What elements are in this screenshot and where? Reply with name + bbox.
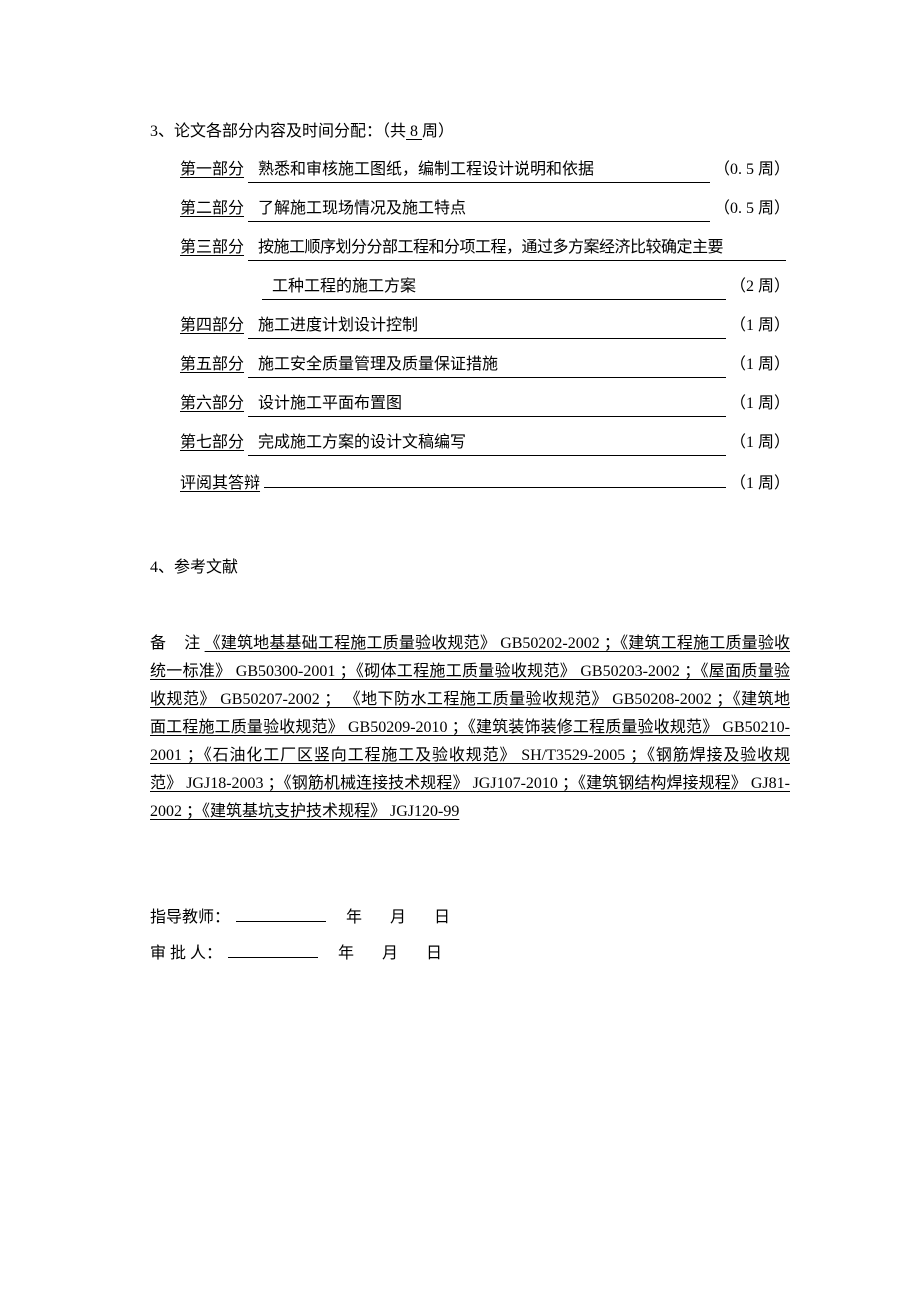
year-unit: 年 (346, 906, 362, 930)
part-content: 工种工程的施工方案 (262, 275, 726, 300)
review-label: 评阅其答辩 (180, 472, 260, 496)
sec3-prefix: 3、论文各部分内容及时间分配：（共 (150, 123, 406, 140)
review-blank (264, 470, 726, 488)
approver-label: 审 批 人： (150, 942, 222, 966)
signature-block: 指导教师： 年 月 日 审 批 人： 年 月 日 (150, 906, 790, 966)
day-unit: 日 (434, 906, 450, 930)
part-label: 第六部分 (180, 392, 244, 416)
part-row: 第三部分 按施工顺序划分分部工程和分项工程，通过多方案经济比较确定主要 (150, 236, 790, 261)
notes-text: 《建筑地基基础工程施工质量验收规范》 GB50202-2002 ；《建筑工程施工… (150, 635, 790, 820)
part-row: 第七部分 完成施工方案的设计文稿编写 （1 周） (150, 431, 790, 456)
part-duration: （0. 5 周） (714, 197, 790, 221)
notes-label: 备 (150, 635, 184, 652)
part-duration: （2 周） (730, 275, 790, 299)
part-label: 第七部分 (180, 431, 244, 455)
part-content: 了解施工现场情况及施工特点 (248, 197, 710, 222)
part-label: 第三部分 (180, 236, 244, 260)
part-row-continuation: 工种工程的施工方案 （2 周） (150, 275, 790, 300)
part-row: 第四部分 施工进度计划设计控制 （1 周） (150, 314, 790, 339)
month-unit: 月 (382, 942, 398, 966)
part-label: 第四部分 (180, 314, 244, 338)
part-row: 第二部分 了解施工现场情况及施工特点 （0. 5 周） (150, 197, 790, 222)
advisor-label: 指导教师： (150, 906, 230, 930)
part-duration: （1 周） (730, 392, 790, 416)
section3-heading: 3、论文各部分内容及时间分配：（共 8 周） (150, 120, 790, 144)
part-row: 第六部分 设计施工平面布置图 （1 周） (150, 392, 790, 417)
part-label: 第二部分 (180, 197, 244, 221)
year-unit: 年 (338, 942, 354, 966)
month-unit: 月 (390, 906, 406, 930)
part-duration: （0. 5 周） (714, 158, 790, 182)
advisor-blank[interactable] (236, 906, 326, 922)
part-content: 完成施工方案的设计文稿编写 (248, 431, 726, 456)
advisor-row: 指导教师： 年 月 日 (150, 906, 790, 930)
part-content: 按施工顺序划分分部工程和分项工程，通过多方案经济比较确定主要 (248, 236, 786, 261)
approver-row: 审 批 人： 年 月 日 (150, 942, 790, 966)
part-content: 熟悉和审核施工图纸，编制工程设计说明和依据 (248, 158, 710, 183)
notes-label2: 注 (184, 635, 200, 652)
part-row: 第一部分 熟悉和审核施工图纸，编制工程设计说明和依据 （0. 5 周） (150, 158, 790, 183)
part-label: 第五部分 (180, 353, 244, 377)
sec3-weeks: 8 (406, 123, 422, 140)
part-duration: （1 周） (730, 353, 790, 377)
review-row: 评阅其答辩 （1 周） (150, 470, 790, 496)
part-duration: （1 周） (730, 314, 790, 338)
part-duration: （1 周） (730, 431, 790, 455)
part-content: 设计施工平面布置图 (248, 392, 726, 417)
day-unit: 日 (426, 942, 442, 966)
approver-blank[interactable] (228, 942, 318, 958)
part-content: 施工进度计划设计控制 (248, 314, 726, 339)
part-label: 第一部分 (180, 158, 244, 182)
part-content: 施工安全质量管理及质量保证措施 (248, 353, 726, 378)
part-row: 第五部分 施工安全质量管理及质量保证措施 （1 周） (150, 353, 790, 378)
notes-block: 备注 《建筑地基基础工程施工质量验收规范》 GB50202-2002 ；《建筑工… (150, 630, 790, 826)
sec3-suffix: 周） (422, 123, 454, 140)
review-duration: （1 周） (730, 472, 790, 496)
section4-heading: 4、参考文献 (150, 556, 790, 580)
